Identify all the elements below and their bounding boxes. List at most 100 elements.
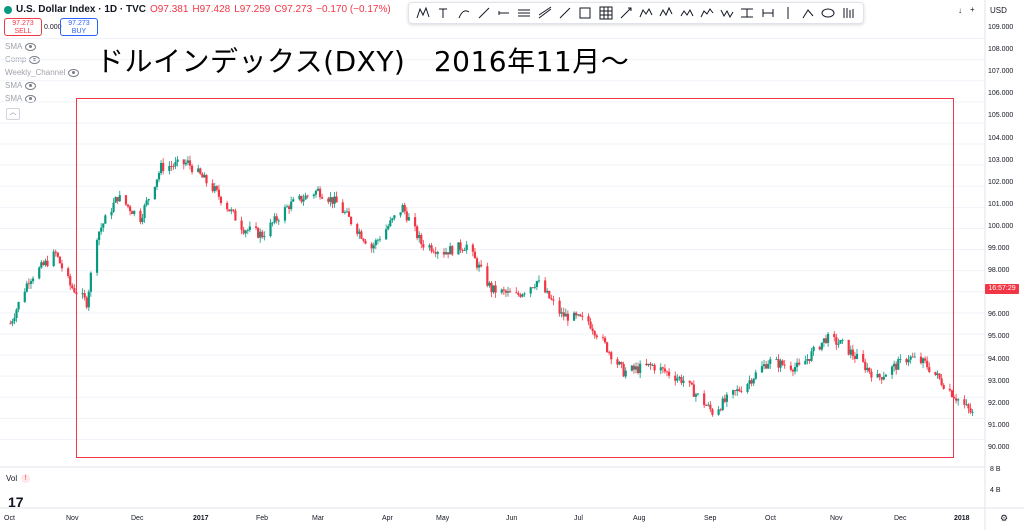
candle bbox=[335, 191, 338, 203]
candle bbox=[133, 210, 136, 217]
long-position-icon[interactable] bbox=[618, 5, 634, 21]
price-tick-label: 94.000 bbox=[988, 355, 1010, 363]
elliott-wave-icon[interactable] bbox=[658, 5, 674, 21]
candle bbox=[723, 394, 726, 404]
candle bbox=[261, 229, 264, 239]
candle bbox=[795, 358, 799, 372]
candle bbox=[682, 375, 685, 387]
time-tick-label: Oct bbox=[4, 515, 15, 522]
arrow-down-icon[interactable]: ↓ bbox=[958, 6, 962, 15]
candle bbox=[779, 358, 782, 372]
indicator-sma-1[interactable]: SMA bbox=[5, 42, 37, 51]
candle bbox=[54, 249, 57, 257]
collapse-legend-button[interactable]: ︿ bbox=[6, 108, 20, 120]
candle bbox=[694, 392, 698, 402]
candle bbox=[587, 313, 590, 326]
candle bbox=[11, 318, 14, 327]
indicator-weekly-channel[interactable]: Weekly_Channel bbox=[5, 68, 80, 77]
parallel-channel-icon[interactable] bbox=[516, 5, 532, 21]
candle bbox=[176, 156, 179, 167]
candle bbox=[203, 172, 206, 178]
buy-button[interactable]: 97.273 BUY bbox=[60, 18, 98, 36]
eye-icon[interactable] bbox=[68, 68, 80, 77]
currency-label[interactable]: USD bbox=[990, 6, 1007, 15]
candle bbox=[422, 239, 425, 251]
candle bbox=[85, 295, 88, 310]
candle bbox=[347, 207, 351, 217]
candle bbox=[87, 289, 90, 311]
ellipse-icon[interactable] bbox=[820, 5, 836, 21]
candle bbox=[420, 232, 423, 249]
indicator-sma-2[interactable]: SMA bbox=[5, 81, 37, 90]
volume-label: Vol bbox=[6, 474, 18, 483]
price-tick-label: 90.000 bbox=[988, 443, 1010, 451]
candle bbox=[502, 286, 505, 295]
highlight-rectangle[interactable] bbox=[76, 98, 954, 458]
symbol-title[interactable]: U.S. Dollar Index · 1D · TVC bbox=[16, 4, 147, 15]
candle bbox=[603, 336, 607, 344]
candle bbox=[370, 242, 373, 253]
rectangle-icon[interactable] bbox=[577, 5, 593, 21]
abcd-pattern-icon[interactable] bbox=[638, 5, 654, 21]
candle bbox=[659, 363, 662, 375]
candle bbox=[58, 256, 61, 264]
sell-button[interactable]: 97.273 SELL bbox=[4, 18, 42, 36]
candle bbox=[601, 334, 605, 341]
candle bbox=[269, 218, 272, 238]
candle bbox=[403, 202, 406, 215]
table-icon[interactable] bbox=[598, 5, 614, 21]
candle bbox=[157, 170, 161, 183]
price-range-icon[interactable] bbox=[739, 5, 755, 21]
candle bbox=[459, 239, 462, 254]
candle bbox=[868, 367, 871, 374]
three-drives-icon[interactable] bbox=[699, 5, 715, 21]
warning-icon[interactable]: ! bbox=[21, 474, 31, 483]
pen-icon[interactable] bbox=[476, 5, 492, 21]
regression-trend-icon[interactable] bbox=[537, 5, 553, 21]
text-icon[interactable] bbox=[435, 5, 451, 21]
candle bbox=[170, 160, 173, 171]
time-tick-label: Sep bbox=[704, 515, 717, 522]
candle bbox=[162, 158, 165, 175]
date-range-icon[interactable] bbox=[760, 5, 776, 21]
candle bbox=[304, 192, 307, 200]
candle bbox=[447, 252, 450, 259]
anchored-vwap-icon[interactable] bbox=[800, 5, 816, 21]
candle bbox=[767, 360, 770, 370]
candle bbox=[205, 174, 208, 187]
elliott-correction-icon[interactable] bbox=[719, 5, 735, 21]
candle bbox=[572, 311, 576, 321]
candle bbox=[593, 330, 596, 339]
candle bbox=[27, 278, 31, 289]
price-tick-label: 96.000 bbox=[988, 311, 1010, 319]
candle bbox=[705, 403, 708, 406]
plus-icon[interactable]: + bbox=[970, 5, 975, 14]
candle bbox=[515, 287, 518, 294]
buy-label: BUY bbox=[71, 28, 87, 35]
candle bbox=[188, 155, 192, 170]
head-shoulders-icon[interactable] bbox=[679, 5, 695, 21]
candle bbox=[290, 196, 293, 212]
trend-line-icon[interactable] bbox=[557, 5, 573, 21]
bars-pattern-icon[interactable] bbox=[841, 5, 857, 21]
vertical-line-icon[interactable] bbox=[780, 5, 796, 21]
candle bbox=[418, 231, 421, 243]
indicator-label: SMA bbox=[5, 81, 23, 90]
horizontal-ray-icon[interactable] bbox=[496, 5, 512, 21]
candle bbox=[314, 189, 318, 198]
eye-icon[interactable] bbox=[25, 81, 37, 90]
candle bbox=[199, 167, 202, 175]
candle bbox=[302, 194, 305, 206]
candle bbox=[806, 354, 809, 365]
brush-icon[interactable] bbox=[456, 5, 472, 21]
xabcd-pattern-icon[interactable] bbox=[415, 5, 431, 21]
candle bbox=[575, 311, 578, 319]
settings-icon[interactable]: ⚙ bbox=[1000, 513, 1009, 523]
candle bbox=[364, 239, 367, 245]
volume-tick-label: 8 B bbox=[990, 466, 1001, 473]
candle bbox=[416, 224, 419, 241]
candle bbox=[345, 208, 349, 213]
tradingview-logo[interactable]: 17 bbox=[8, 494, 24, 510]
eye-icon[interactable] bbox=[25, 42, 37, 51]
